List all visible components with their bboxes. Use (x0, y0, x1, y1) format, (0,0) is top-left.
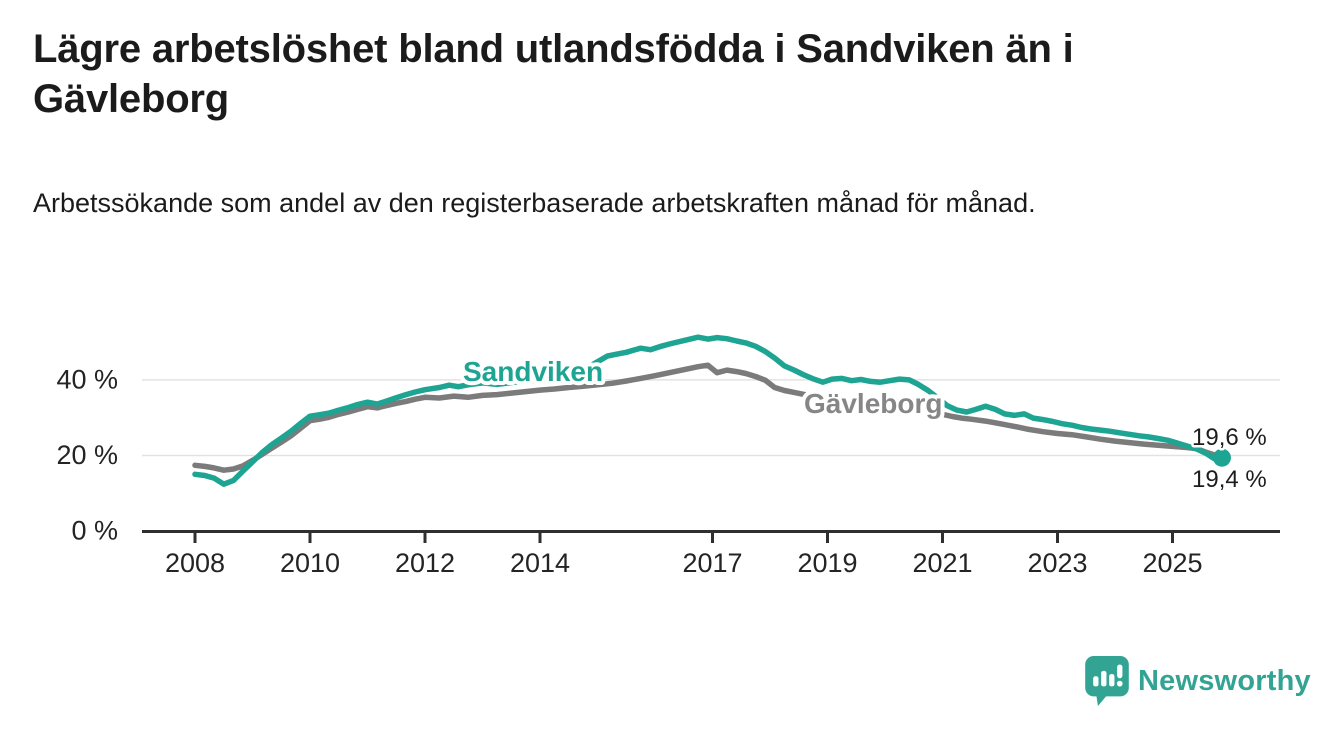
series-line-sandviken (192, 334, 1225, 487)
series-label-gavleborg: Gävleborg (804, 388, 942, 419)
x-tick-label: 2021 (912, 548, 972, 578)
axes: 0 % 20 % 40 % 2008 2010 2012 2014 2017 2019 2021 2… (56, 364, 1280, 578)
brand-footer: Newsworthy (1085, 656, 1311, 706)
end-value-sandviken: 19,4 % (1192, 466, 1267, 493)
end-value-gavleborg: 19,6 % (1192, 424, 1267, 451)
series-line-gävleborg (192, 362, 1225, 473)
newsworthy-logo-icon (1085, 656, 1129, 706)
brand-name: Newsworthy (1138, 664, 1311, 697)
x-tick-label: 2012 (395, 548, 455, 578)
chart-title: Lägre arbetslöshet bland utlandsfödda i … (33, 27, 1074, 122)
chart-subtitle: Arbetssökande som andel av den registerb… (33, 188, 1036, 218)
gridlines (142, 379, 1280, 457)
x-tick-label: 2025 (1142, 548, 1202, 578)
data-series (192, 334, 1231, 487)
x-tick-label: 2010 (280, 548, 340, 578)
x-tick-label: 2019 (797, 548, 857, 578)
x-tick-label: 2023 (1027, 548, 1087, 578)
y-tick-label: 0 % (71, 516, 118, 546)
x-tick-label: 2008 (165, 548, 225, 578)
x-tick-label: 2017 (682, 548, 742, 578)
latest-value-dot (1212, 448, 1231, 467)
y-tick-label: 40 % (56, 364, 118, 394)
x-tick-label: 2014 (510, 548, 570, 578)
series-label-sandviken: Sandviken (463, 356, 603, 387)
y-tick-label: 20 % (56, 440, 118, 470)
